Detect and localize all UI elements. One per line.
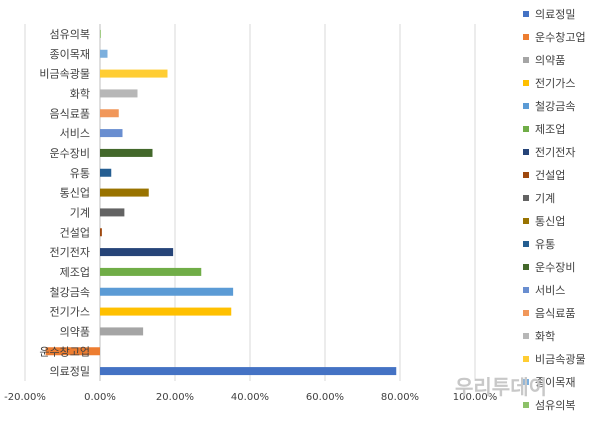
legend-entry: 서비스 bbox=[535, 284, 565, 297]
category-label: 운수창고업 bbox=[39, 345, 90, 358]
bar bbox=[100, 29, 101, 38]
bars bbox=[45, 29, 397, 376]
bar bbox=[100, 168, 112, 177]
bar bbox=[100, 89, 138, 98]
category-label: 종이목재 bbox=[50, 48, 90, 61]
legend-entry: 철강금속 bbox=[535, 100, 575, 113]
category-label: 서비스 bbox=[60, 127, 90, 140]
x-tick-label: -20.00% bbox=[4, 392, 46, 403]
x-tick-label: 40.00% bbox=[231, 392, 269, 403]
legend-swatch bbox=[523, 149, 529, 155]
bar bbox=[45, 347, 100, 356]
bar bbox=[100, 307, 232, 316]
legend-swatch bbox=[523, 241, 529, 247]
x-tick-label: 0.00% bbox=[84, 392, 116, 403]
legend: 의료정밀운수창고업의약품전기가스철강금속제조업전기전자건설업기계통신업유통운수장… bbox=[523, 8, 586, 412]
category-label: 전기전자 bbox=[50, 246, 90, 259]
bar bbox=[100, 287, 234, 296]
legend-swatch bbox=[523, 195, 529, 201]
bar bbox=[100, 208, 125, 217]
category-label: 기계 bbox=[70, 206, 90, 219]
legend-entry: 운수창고업 bbox=[535, 31, 586, 44]
category-label: 운수장비 bbox=[50, 147, 90, 160]
legend-swatch bbox=[523, 34, 529, 40]
legend-entry: 종이목재 bbox=[535, 376, 575, 389]
category-labels: 의료정밀 운수창고업 의약품 전기가스 철강금속 제조업 전기전자 건설업 기계 통신업 유통 운수장… bbox=[39, 28, 90, 378]
legend-swatch bbox=[523, 333, 529, 339]
bar bbox=[100, 49, 108, 58]
category-label: 전기가스 bbox=[50, 306, 90, 319]
category-label: 건설업 bbox=[60, 226, 90, 239]
legend-entry: 운수장비 bbox=[535, 261, 575, 274]
legend-entry: 의약품 bbox=[535, 53, 565, 67]
watermark: 우리투데이 bbox=[455, 375, 547, 399]
legend-entry: 비금속광물 bbox=[535, 353, 586, 366]
legend-entry: 전기가스 bbox=[535, 77, 575, 90]
legend-swatch bbox=[523, 218, 529, 224]
bar bbox=[100, 188, 149, 197]
category-label: 유통 bbox=[70, 167, 90, 180]
category-label: 제조업 bbox=[60, 266, 90, 279]
legend-entry: 섬유의복 bbox=[535, 399, 575, 412]
bar bbox=[100, 109, 119, 118]
legend-entry: 전기전자 bbox=[535, 146, 575, 159]
category-label: 음식료품 bbox=[50, 107, 90, 120]
legend-swatch bbox=[523, 80, 529, 86]
category-label: 의료정밀 bbox=[50, 365, 90, 378]
legend-entry: 제조업 bbox=[535, 123, 565, 136]
category-label: 의약품 bbox=[60, 324, 90, 338]
legend-swatch bbox=[523, 103, 529, 109]
x-tick-label: 80.00% bbox=[381, 392, 419, 403]
bar bbox=[100, 129, 123, 138]
category-label: 화학 bbox=[70, 87, 90, 100]
legend-swatch bbox=[523, 57, 529, 63]
legend-entry: 건설업 bbox=[535, 169, 565, 182]
x-tick-label: 100.00% bbox=[453, 392, 498, 403]
bar bbox=[100, 148, 153, 157]
legend-swatch bbox=[523, 172, 529, 178]
bar bbox=[100, 367, 397, 376]
bar bbox=[100, 327, 144, 336]
legend-swatch bbox=[523, 126, 529, 132]
category-label: 섬유의복 bbox=[50, 28, 90, 41]
legend-swatch bbox=[523, 402, 529, 408]
bar bbox=[100, 267, 202, 276]
x-tick-label: 20.00% bbox=[156, 392, 194, 403]
bar bbox=[100, 69, 168, 78]
legend-swatch bbox=[523, 287, 529, 293]
legend-entry: 음식료품 bbox=[535, 307, 575, 320]
legend-entry: 기계 bbox=[535, 192, 555, 205]
category-label: 비금속광물 bbox=[39, 68, 90, 81]
x-tick-label: 60.00% bbox=[306, 392, 344, 403]
legend-swatch bbox=[523, 11, 529, 17]
legend-entry: 화학 bbox=[535, 330, 555, 343]
legend-swatch bbox=[523, 356, 529, 362]
legend-swatch bbox=[523, 264, 529, 270]
bar bbox=[100, 248, 174, 257]
category-label: 통신업 bbox=[60, 187, 90, 200]
legend-entry: 의료정밀 bbox=[535, 8, 575, 21]
legend-entry: 유통 bbox=[535, 238, 555, 251]
grid-lines bbox=[24, 24, 476, 381]
legend-swatch bbox=[523, 310, 529, 316]
bar bbox=[100, 228, 102, 237]
x-tick-labels: -20.00% 0.00% 20.00% 40.00% 60.00% 80.00% 100.… bbox=[4, 392, 497, 403]
legend-entry: 통신업 bbox=[535, 215, 565, 228]
category-label: 철강금속 bbox=[50, 286, 90, 299]
legend-swatch bbox=[523, 379, 529, 385]
